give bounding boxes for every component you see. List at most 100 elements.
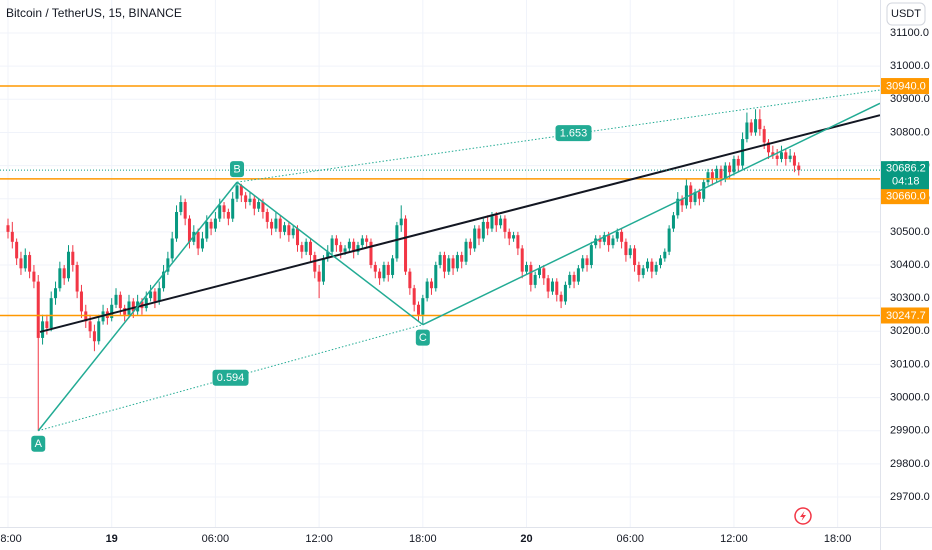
candle-body bbox=[373, 265, 377, 272]
candle-body bbox=[667, 228, 671, 252]
x-tick-label: 18:00 bbox=[0, 533, 22, 545]
candle-body bbox=[559, 294, 563, 302]
candle-body bbox=[265, 211, 269, 222]
candle-body bbox=[797, 165, 801, 171]
candle-body bbox=[274, 218, 278, 229]
candle-body bbox=[758, 119, 762, 130]
level-price-label: 30940.0 bbox=[886, 80, 926, 92]
candle-body bbox=[28, 255, 32, 272]
candle-body bbox=[15, 241, 19, 259]
candle-body bbox=[460, 255, 464, 262]
candle-body bbox=[166, 258, 170, 272]
candle-body bbox=[196, 231, 200, 249]
candle-body bbox=[92, 331, 96, 342]
candle-body bbox=[680, 198, 684, 206]
candle-body bbox=[71, 251, 75, 266]
y-tick-label: 30500.0 bbox=[890, 226, 930, 238]
candle-body bbox=[144, 298, 148, 309]
candle-body bbox=[464, 241, 468, 262]
candle-body bbox=[79, 291, 83, 312]
ratio-label-box bbox=[212, 369, 249, 386]
candle-body bbox=[646, 261, 650, 269]
candle-body bbox=[278, 218, 282, 232]
candle-body bbox=[49, 298, 53, 328]
candle-body bbox=[330, 238, 334, 252]
candle-body bbox=[594, 238, 598, 246]
candle-body bbox=[321, 258, 325, 282]
level-price-label: 30247.7 bbox=[886, 310, 926, 322]
candle-body bbox=[308, 241, 312, 256]
candle-body bbox=[754, 119, 758, 133]
candle-body bbox=[283, 225, 287, 232]
candle-body bbox=[421, 298, 425, 315]
currency-button[interactable] bbox=[886, 2, 926, 26]
candle-body bbox=[257, 202, 261, 209]
candle-body bbox=[416, 304, 421, 315]
point-label: A bbox=[35, 438, 43, 450]
axes: 29700.0 29800.0 29900.0 30000.0 30100.0 30200… bbox=[0, 27, 930, 545]
pattern-leg bbox=[236, 181, 424, 326]
candle-body bbox=[451, 258, 455, 269]
candle-body bbox=[170, 238, 174, 259]
candle-body bbox=[10, 231, 14, 242]
candle-body bbox=[447, 258, 451, 272]
candle-body bbox=[702, 182, 706, 199]
candle-body bbox=[607, 235, 611, 246]
candle-body bbox=[356, 245, 360, 252]
ratio-label: 1.653 bbox=[560, 127, 588, 139]
candle-body bbox=[334, 238, 338, 246]
candle-body bbox=[602, 235, 606, 242]
candle-body bbox=[395, 225, 399, 259]
candle-body bbox=[546, 278, 550, 292]
level-price-tag bbox=[881, 307, 929, 324]
currency-label[interactable]: USDT bbox=[891, 8, 921, 20]
candle-body bbox=[788, 155, 792, 159]
candle-body bbox=[434, 265, 438, 289]
candle-body bbox=[512, 235, 516, 239]
candle-body bbox=[775, 155, 779, 159]
y-tick-label: 31100.0 bbox=[890, 27, 929, 39]
candle-body bbox=[244, 195, 248, 203]
candle-body bbox=[162, 271, 166, 289]
candle-body bbox=[123, 308, 127, 315]
candle-body bbox=[749, 122, 753, 133]
candle-body bbox=[550, 281, 554, 292]
ratio-label: 0.594 bbox=[217, 372, 245, 384]
candle-body bbox=[624, 241, 628, 256]
candle-body bbox=[97, 321, 101, 342]
candle-body bbox=[412, 288, 416, 305]
x-tick-label: 12:00 bbox=[305, 533, 333, 545]
candle-body bbox=[654, 265, 658, 272]
candle-body bbox=[326, 251, 330, 259]
candle-body bbox=[32, 271, 36, 282]
level-price-label: 30660.0 bbox=[886, 191, 926, 203]
last-price-label: 30686.2 bbox=[886, 163, 926, 175]
ratio-label-box bbox=[555, 125, 592, 142]
candle-body bbox=[792, 155, 796, 166]
point-label-box bbox=[230, 161, 245, 178]
candle-body bbox=[183, 202, 187, 219]
candle-body bbox=[741, 139, 745, 166]
candle-body bbox=[295, 228, 300, 246]
candle-body bbox=[490, 215, 494, 229]
overlay: 1.653 0.594 A B C bbox=[0, 85, 881, 452]
candle-body bbox=[179, 202, 183, 212]
countdown-label: 04:18 bbox=[892, 176, 920, 188]
candle-body bbox=[533, 274, 537, 285]
candle-body bbox=[313, 255, 317, 272]
point-label: C bbox=[419, 332, 427, 344]
candle-body bbox=[710, 172, 714, 179]
candle-body bbox=[563, 284, 567, 302]
candle-body bbox=[291, 228, 295, 236]
candle-body bbox=[615, 231, 619, 239]
candle-body bbox=[382, 265, 386, 279]
candle-body bbox=[58, 268, 62, 289]
candle-body bbox=[153, 291, 157, 302]
candle-body bbox=[537, 268, 542, 275]
x-tick-label: 06:00 bbox=[616, 533, 644, 545]
candle-body bbox=[499, 218, 503, 226]
candle-body bbox=[404, 218, 408, 272]
candle-body bbox=[378, 271, 382, 279]
candle-body bbox=[784, 152, 788, 159]
